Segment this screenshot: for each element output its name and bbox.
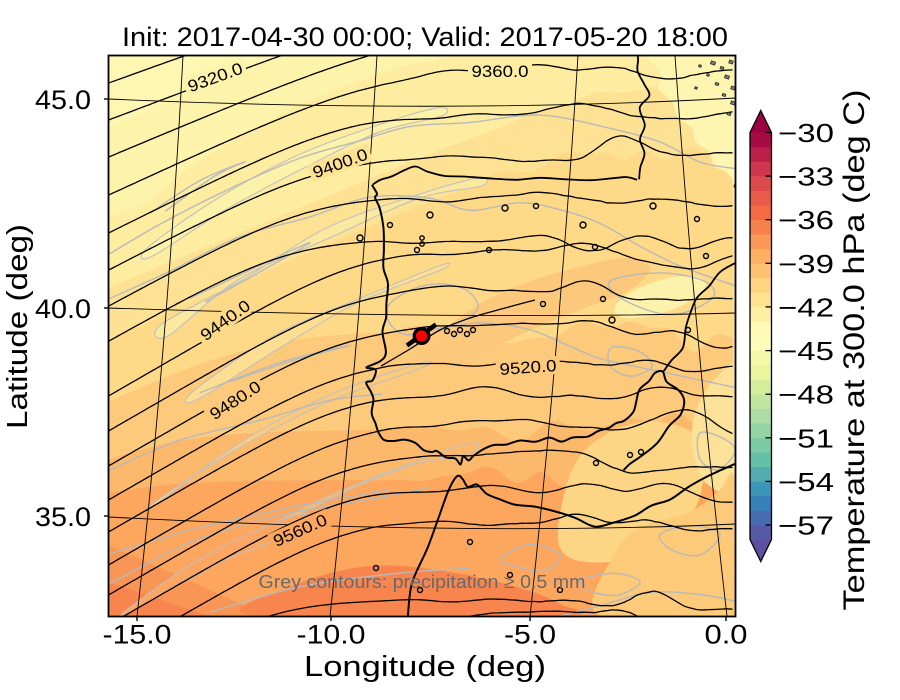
svg-text:−30: −30 (778, 118, 834, 148)
svg-text:9520.0: 9520.0 (499, 357, 557, 379)
svg-text:35.0: 35.0 (35, 502, 91, 532)
svg-text:Temperature at 300.0 hPa (deg: Temperature at 300.0 hPa (deg C) (838, 90, 871, 611)
svg-text:−39: −39 (778, 249, 834, 279)
svg-text:Longitude (deg): Longitude (deg) (304, 651, 546, 683)
svg-text:-10.0: -10.0 (297, 620, 366, 650)
svg-text:0.0: 0.0 (705, 620, 748, 650)
svg-text:−48: −48 (778, 380, 834, 410)
svg-text:−45: −45 (778, 336, 834, 366)
svg-text:−33: −33 (778, 162, 834, 192)
svg-text:−54: −54 (778, 467, 834, 497)
svg-text:Init: 2017-04-30 00:00; Valid:: Init: 2017-04-30 00:00; Valid: 2017-05-2… (122, 22, 728, 52)
svg-text:−51: −51 (778, 423, 834, 453)
svg-text:45.0: 45.0 (35, 85, 91, 115)
svg-text:−42: −42 (778, 292, 834, 322)
svg-text:9360.0: 9360.0 (472, 63, 529, 81)
svg-text:Grey contours: precipitation ≥: Grey contours: precipitation ≥ 0.5 mm (259, 571, 586, 592)
svg-text:40.0: 40.0 (35, 294, 91, 324)
svg-text:-5.0: -5.0 (504, 620, 556, 650)
svg-text:Latitude (deg): Latitude (deg) (2, 224, 34, 429)
svg-text:−57: −57 (778, 511, 834, 541)
svg-text:−36: −36 (778, 205, 834, 235)
svg-text:-15.0: -15.0 (103, 620, 172, 650)
